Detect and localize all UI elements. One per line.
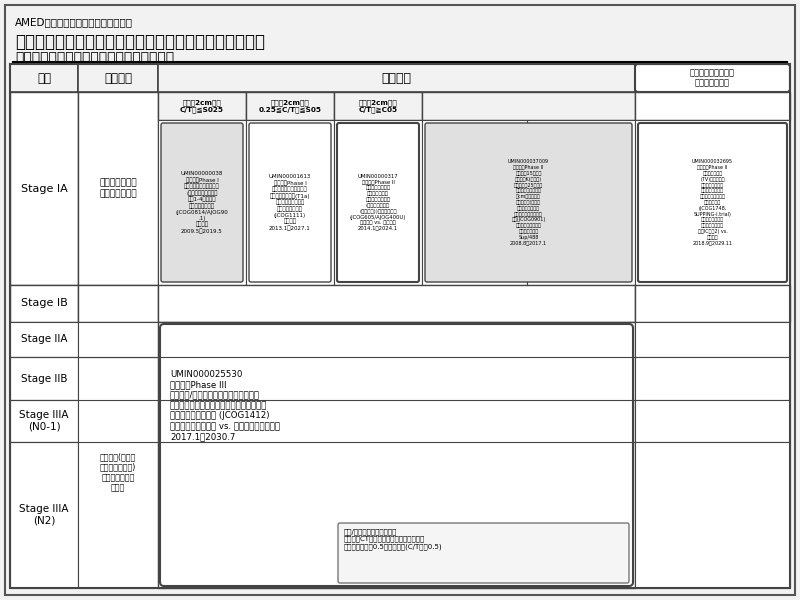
Bar xyxy=(158,322,635,588)
Bar xyxy=(635,400,790,442)
FancyBboxPatch shape xyxy=(249,123,331,282)
Bar xyxy=(78,357,158,588)
Bar xyxy=(635,120,790,285)
Text: 標準治療: 標準治療 xyxy=(104,71,132,85)
FancyBboxPatch shape xyxy=(160,324,633,586)
Bar xyxy=(78,322,158,357)
FancyBboxPatch shape xyxy=(425,123,632,282)
Text: 腫瘍径2cm以下
0.25≦C/T比≦S05: 腫瘍径2cm以下 0.25≦C/T比≦S05 xyxy=(258,99,322,113)
FancyBboxPatch shape xyxy=(161,123,243,282)
Bar xyxy=(635,92,790,120)
Text: UMIN000037009
登録中・Phase II
急患肺期15週手術
数量あるK(比率術)
上高支持術25患者患
病者に対する患前に
一cm以下の腫瘍
な術: UMIN000037009 登録中・Phase II 急患肺期15週手術 数量あ… xyxy=(508,160,549,245)
Bar xyxy=(158,64,635,92)
Bar xyxy=(10,322,78,357)
Text: Stage IIIA
(N2): Stage IIIA (N2) xyxy=(19,504,69,526)
Bar xyxy=(527,120,635,285)
Text: AMED革新的がん医療実用化研究事業: AMED革新的がん医療実用化研究事業 xyxy=(15,17,133,27)
Bar xyxy=(158,285,635,322)
Text: 腫瘍切除(多縦隔
合併切除も含む)
＋系統的リンパ
節郭清: 腫瘍切除(多縦隔 合併切除も含む) ＋系統的リンパ 節郭清 xyxy=(100,452,136,493)
Text: 腫瘍径2cm以下
C/T比≦S025: 腫瘍径2cm以下 C/T比≦S025 xyxy=(180,99,224,113)
FancyBboxPatch shape xyxy=(338,523,629,583)
Text: UMIN00000038
登録中・Phase I
新薬有効化研究に基づく
(精密な腫瘍細形に付
する1-4箇の限局
なランダム化試験
(JCOG0814/AJO: UMIN00000038 登録中・Phase I 新薬有効化研究に基づく (精密… xyxy=(176,172,228,233)
FancyBboxPatch shape xyxy=(635,64,790,92)
Bar xyxy=(78,92,158,285)
Bar xyxy=(635,64,790,92)
Text: UMIN00001613
登録中・Phase I
新薬有効性研究に基づく
ブロウラス事定化(T1a)
療頻にずする区域切
なランダム化試験
(JCOG1111): UMIN00001613 登録中・Phase I 新薬有効性研究に基づく ブロウ… xyxy=(269,175,311,230)
FancyBboxPatch shape xyxy=(638,123,787,282)
Bar xyxy=(10,64,78,92)
Bar xyxy=(246,92,334,120)
Bar xyxy=(10,92,78,285)
Bar xyxy=(158,92,246,120)
Text: UMIN000025530
登録中・Phase III
臨床成熟/初期非小細胞肺癌症に対する
選択的リンパ節廓清の治療的意義に関する
ランダム化比較試験 (JC: UMIN000025530 登録中・Phase III 臨床成熟/初期非小細胞肺… xyxy=(170,370,280,441)
Text: 対象: 対象 xyxy=(37,71,51,85)
Text: 手術療法（体幹部定位放射線治療を含む）: 手術療法（体幹部定位放射線治療を含む） xyxy=(15,51,174,65)
Text: Stage IB: Stage IB xyxy=(21,298,67,308)
Bar xyxy=(78,285,158,322)
Bar xyxy=(422,120,527,285)
Bar xyxy=(10,64,790,588)
Text: 腫瘍切除＋系統
的リンパ節郭清: 腫瘍切除＋系統 的リンパ節郭清 xyxy=(99,179,137,198)
Bar xyxy=(246,120,334,285)
Text: Stage IA: Stage IA xyxy=(21,184,67,193)
Bar xyxy=(10,357,78,400)
Text: Stage IIIA
(N0-1): Stage IIIA (N0-1) xyxy=(19,410,69,432)
Text: 臨床試験: 臨床試験 xyxy=(382,71,411,85)
Text: UMIN000032695
登録中・Phase II
転移性肺腺癌症
(TV)二期臨床病
評価と細胞体験・
切り込む標的手術
に関するランダム化
比較試験研究
: UMIN000032695 登録中・Phase II 転移性肺腺癌症 (TV)二… xyxy=(692,160,733,245)
Bar xyxy=(422,92,635,120)
Text: Stage IIA: Stage IIA xyxy=(21,335,67,344)
Bar xyxy=(334,120,422,285)
Bar xyxy=(635,322,790,357)
Text: 腫瘍径2cm以下
C/T比≧C05: 腫瘍径2cm以下 C/T比≧C05 xyxy=(358,99,398,113)
FancyBboxPatch shape xyxy=(337,123,419,282)
Bar xyxy=(635,442,790,588)
Bar xyxy=(10,285,78,322)
Bar xyxy=(334,92,422,120)
Bar xyxy=(10,442,78,588)
Bar xyxy=(158,120,246,285)
Text: Stage IIB: Stage IIB xyxy=(21,373,67,383)
Text: ・画/統的非浸潤がんの定義
胸部薄切CT見上、充実濃度の最高最大径
に占める割合が0.5以下のもの(C/T比は0.5): ・画/統的非浸潤がんの定義 胸部薄切CT見上、充実濃度の最高最大径 に占める割合… xyxy=(344,528,442,550)
Text: 革新的がんサポート
されている試験: 革新的がんサポート されている試験 xyxy=(690,68,735,88)
Text: 非小細胞肺がん治療開発マップ（アウトカムが有効性）: 非小細胞肺がん治療開発マップ（アウトカムが有効性） xyxy=(15,33,265,51)
Bar xyxy=(635,285,790,322)
Text: UMIN00000317
登録中・Phase II
初期早期小細胞肺
癌症に小型胸肺
腫瘍に対する術後
(区域切除と場合
(区域切除))お前に摘録術
(JCOG: UMIN00000317 登録中・Phase II 初期早期小細胞肺 癌症に小型… xyxy=(350,174,406,231)
Bar xyxy=(78,64,158,92)
Bar xyxy=(635,357,790,400)
Bar xyxy=(10,400,78,442)
